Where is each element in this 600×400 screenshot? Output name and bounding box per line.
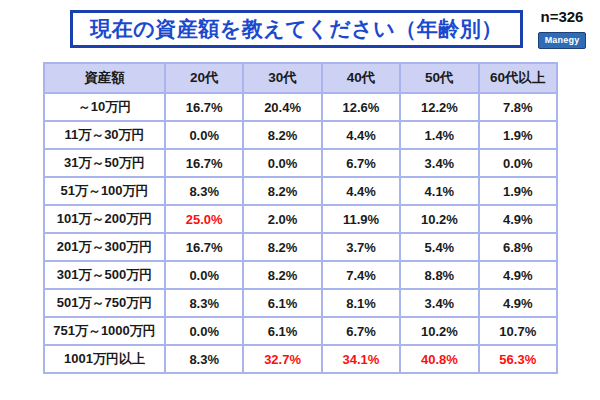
value-cell: 56.3% (479, 345, 557, 373)
value-cell: 3.4% (400, 149, 478, 177)
value-cell: 1.4% (400, 121, 478, 149)
value-cell: 8.3% (165, 289, 243, 317)
value-cell: 1.9% (479, 177, 557, 205)
value-cell: 8.2% (243, 121, 321, 149)
value-cell: 0.0% (165, 317, 243, 345)
value-cell: 16.7% (165, 149, 243, 177)
value-cell: 4.4% (322, 121, 400, 149)
value-cell: 3.7% (322, 233, 400, 261)
row-label: 201万～300万円 (44, 233, 165, 261)
value-cell: 7.8% (479, 93, 557, 121)
value-cell: 4.9% (479, 205, 557, 233)
title-box: 現在の資産額を教えてください（年齢別） (70, 10, 523, 48)
sample-size-label: n=326 (530, 8, 594, 25)
column-header-age-3: 40代 (322, 63, 400, 93)
table-row: 501万～750万円8.3%6.1%8.1%3.4%4.9% (44, 289, 557, 317)
header-meta: n=326 Manegy (530, 8, 594, 49)
value-cell: 6.8% (479, 233, 557, 261)
value-cell: 4.1% (400, 177, 478, 205)
value-cell: 12.6% (322, 93, 400, 121)
value-cell: 8.3% (165, 345, 243, 373)
column-header-age-5: 60代以上 (479, 63, 557, 93)
table-header: 資産額20代30代40代50代60代以上 (44, 63, 557, 93)
table-row: 11万～30万円0.0%8.2%4.4%1.4%1.9% (44, 121, 557, 149)
asset-by-age-table: 資産額20代30代40代50代60代以上 ～10万円16.7%20.4%12.6… (43, 62, 558, 374)
value-cell: 5.4% (400, 233, 478, 261)
table-row: 1001万円以上8.3%32.7%34.1%40.8%56.3% (44, 345, 557, 373)
table-body: ～10万円16.7%20.4%12.6%12.2%7.8%11万～30万円0.0… (44, 93, 557, 373)
value-cell: 8.2% (243, 261, 321, 289)
row-label: 1001万円以上 (44, 345, 165, 373)
value-cell: 8.2% (243, 233, 321, 261)
value-cell: 4.9% (479, 261, 557, 289)
value-cell: 40.8% (400, 345, 478, 373)
table-row: 201万～300万円16.7%8.2%3.7%5.4%6.8% (44, 233, 557, 261)
row-label: 751万～1000万円 (44, 317, 165, 345)
table-row: 31万～50万円16.7%0.0%6.7%3.4%0.0% (44, 149, 557, 177)
value-cell: 8.8% (400, 261, 478, 289)
value-cell: 3.4% (400, 289, 478, 317)
value-cell: 0.0% (165, 121, 243, 149)
column-header-age-4: 50代 (400, 63, 478, 93)
header-row: 資産額20代30代40代50代60代以上 (44, 63, 557, 93)
table-row: 101万～200万円25.0%2.0%11.9%10.2%4.9% (44, 205, 557, 233)
value-cell: 8.3% (165, 177, 243, 205)
value-cell: 10.2% (400, 317, 478, 345)
value-cell: 7.4% (322, 261, 400, 289)
value-cell: 0.0% (243, 149, 321, 177)
value-cell: 4.4% (322, 177, 400, 205)
value-cell: 0.0% (165, 261, 243, 289)
value-cell: 10.7% (479, 317, 557, 345)
manegy-logo: Manegy (538, 32, 587, 49)
value-cell: 20.4% (243, 93, 321, 121)
value-cell: 25.0% (165, 205, 243, 233)
table-row: 301万～500万円0.0%8.2%7.4%8.8%4.9% (44, 261, 557, 289)
row-label: 301万～500万円 (44, 261, 165, 289)
table-row: 51万～100万円8.3%8.2%4.4%4.1%1.9% (44, 177, 557, 205)
value-cell: 10.2% (400, 205, 478, 233)
row-label: 11万～30万円 (44, 121, 165, 149)
value-cell: 16.7% (165, 233, 243, 261)
value-cell: 16.7% (165, 93, 243, 121)
value-cell: 4.9% (479, 289, 557, 317)
row-label: 31万～50万円 (44, 149, 165, 177)
column-header-asset: 資産額 (44, 63, 165, 93)
row-label: ～10万円 (44, 93, 165, 121)
value-cell: 1.9% (479, 121, 557, 149)
column-header-age-2: 30代 (243, 63, 321, 93)
table-row: 751万～1000万円0.0%6.1%6.7%10.2%10.7% (44, 317, 557, 345)
survey-slide: 現在の資産額を教えてください（年齢別） n=326 Manegy 資産額20代3… (0, 0, 600, 400)
value-cell: 2.0% (243, 205, 321, 233)
column-header-age-1: 20代 (165, 63, 243, 93)
row-label: 51万～100万円 (44, 177, 165, 205)
page-title: 現在の資産額を教えてください（年齢別） (90, 15, 502, 43)
row-label: 501万～750万円 (44, 289, 165, 317)
value-cell: 8.2% (243, 177, 321, 205)
row-label: 101万～200万円 (44, 205, 165, 233)
value-cell: 11.9% (322, 205, 400, 233)
value-cell: 12.2% (400, 93, 478, 121)
value-cell: 8.1% (322, 289, 400, 317)
value-cell: 6.7% (322, 317, 400, 345)
value-cell: 6.1% (243, 317, 321, 345)
value-cell: 6.7% (322, 149, 400, 177)
value-cell: 0.0% (479, 149, 557, 177)
value-cell: 32.7% (243, 345, 321, 373)
table-row: ～10万円16.7%20.4%12.6%12.2%7.8% (44, 93, 557, 121)
value-cell: 34.1% (322, 345, 400, 373)
value-cell: 6.1% (243, 289, 321, 317)
